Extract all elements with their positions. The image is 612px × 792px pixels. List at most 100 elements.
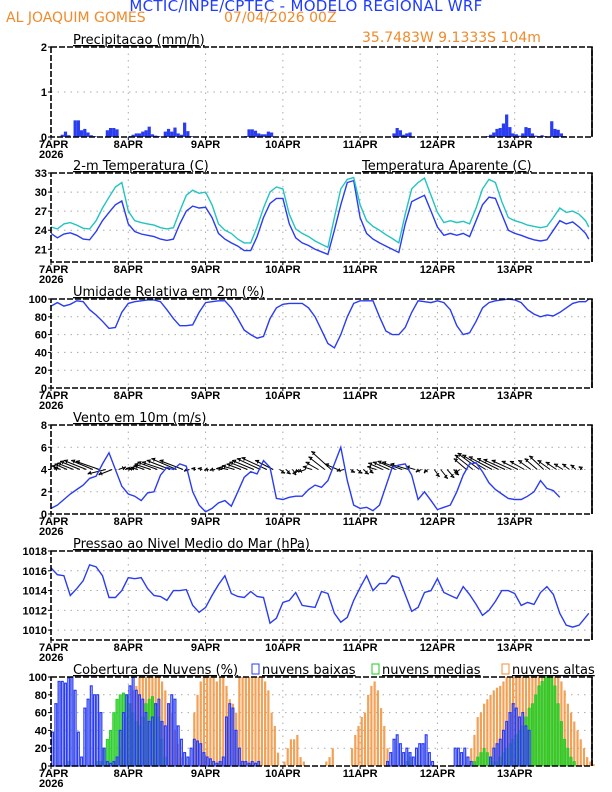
x-tick-label: 13APR [497,264,533,276]
cloud-bar [299,757,302,766]
wind-arrow-head [71,459,76,464]
wind-arrow-head [443,474,449,479]
station-name: AL JOAQUIM GOMES [6,10,146,26]
wind-arrow [54,463,68,470]
cloud-bar [254,677,257,766]
cloud-bar [121,711,125,767]
y-tick-label: 40 [35,725,47,737]
wind-arrow [483,459,506,470]
y-tick-label: 27 [35,206,47,218]
precip-bar [170,131,174,137]
series-line-temperatura-2m [50,179,590,256]
cloud-bar [115,698,119,767]
cloud-bar [183,752,187,767]
cloud-bar [302,761,305,766]
cloud-bar [479,712,483,766]
panel-title: Cobertura de Nuvens (%) [73,663,238,678]
x-tick-label: 7APR [39,516,68,528]
cloud-bar [530,703,534,767]
precip-bar [76,120,80,137]
cloud-bar [489,756,493,767]
cloud-bar [125,694,129,767]
precip-bar [173,127,177,137]
wind-arrow-head [368,462,373,467]
x-tick-label: 10APR [265,642,301,654]
wind-arrow-head [236,457,242,462]
cloud-bar [499,685,502,766]
cloud-bar [466,756,470,767]
cloud-bar [502,681,505,766]
wind-arrow-head [292,470,297,476]
cloud-bar [179,738,183,767]
cloud-bar [286,748,289,766]
cloud-bar [212,677,215,766]
series-line-pressao [50,563,590,628]
wind-arrow-head [545,461,551,466]
wind-arrow-head [382,461,387,466]
cloud-bar [73,689,77,767]
wind-arrow-head [286,470,291,475]
wind-arrow [440,469,449,479]
wind-arrow-head [226,462,231,467]
wind-arrow-head [311,451,316,456]
cloud-bar [576,730,579,766]
x-tick-label: 10APR [265,264,301,276]
wind-arrow [302,466,312,470]
cloud-bar [566,703,569,766]
wind-arrow-head [324,463,330,468]
cloud-bar [234,729,238,767]
cloud-bar [170,712,173,766]
precip-bar [60,134,64,137]
wind-arrow [298,469,306,473]
x-tick-label: 12APR [420,642,456,654]
cloud-bar [421,743,425,767]
wind-arrow [457,452,480,470]
x-tick-label: 7APR [39,768,68,780]
y-tick-label: 60 [35,330,47,342]
y-tick-label: 1016 [23,566,47,578]
cloud-bar [80,756,84,767]
x-tick-label: 13APR [497,516,533,528]
cloud-bar [470,748,473,766]
cloud-bar [386,748,389,766]
x-tick-label: 12APR [420,139,456,151]
model-run-time: 07/04/2026 00Z [224,10,337,26]
cloud-bar [83,707,87,767]
wind-arrow-head [454,469,459,474]
cloud-bar [177,743,180,766]
x-tick-label: 9APR [191,390,220,402]
wind-arrow [226,463,242,470]
wind-arrow-head [364,470,369,475]
cloud-bar [160,681,164,766]
x-tick-label: 11APR [343,390,378,402]
cloud-bar [180,757,183,766]
wind-arrow-head [121,466,127,471]
wind-arrow [561,463,570,470]
wind-arrow-head [63,459,69,464]
precip-bar [150,134,155,137]
cloud-bar [202,677,206,766]
x-tick-label: 11APR [343,139,378,151]
cloud-bar [63,682,68,767]
wind-arrow [453,458,467,470]
cloud-bar [556,703,560,767]
cloud-bar [176,725,180,767]
cloud-bar [514,707,518,767]
x-tick-label: 9APR [191,264,220,276]
wind-arrow-head [255,459,260,464]
precip-bar [144,130,148,137]
precip-bar [247,129,251,137]
cloud-bar [221,756,225,767]
y-tick-label: 1010 [23,625,47,637]
precip-bar [488,134,493,137]
cloud-bar [367,694,370,766]
wind-arrow-head [151,457,156,462]
precip-bar [498,128,502,137]
x-tick-label: 10APR [265,139,301,151]
precip-bar [392,133,396,137]
x-tick-label: 12APR [420,768,456,780]
wind-arrow [151,458,177,470]
wind-arrow-head [221,464,227,469]
